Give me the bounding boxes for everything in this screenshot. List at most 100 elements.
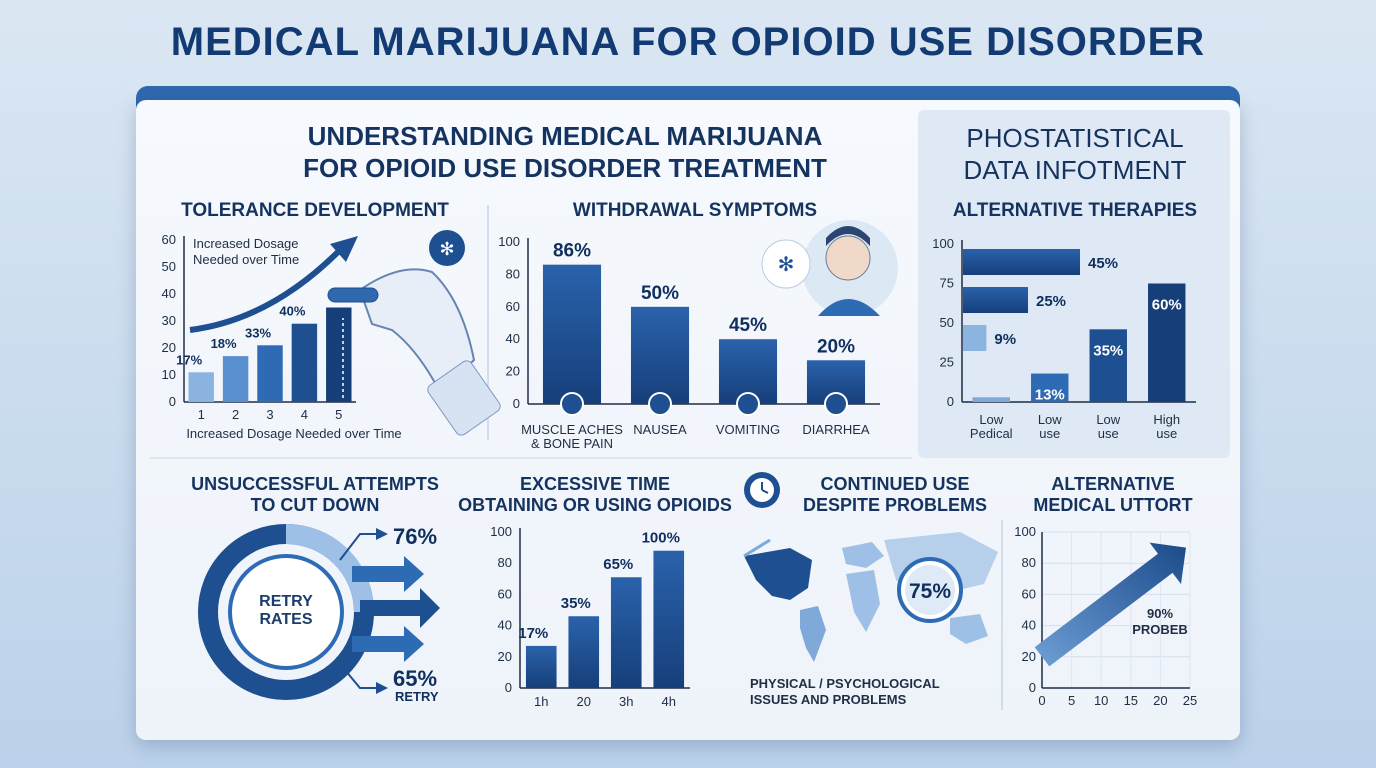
y-tick-label: 100 [932,236,954,251]
category-label: Low [1038,412,1062,427]
continued-title-line1: CONTINUED USE [820,474,970,494]
category-label: High [1153,412,1180,427]
cannabis-leaf-icon [429,230,465,266]
retry-center-line1: RETRY [259,593,313,610]
data-label: 86% [553,241,591,262]
category-label: Low [1096,412,1120,427]
y-tick-label: 30 [162,313,176,328]
y-tick-label: 50 [940,315,954,330]
bar [653,550,685,688]
trend-arrow-line [1034,542,1186,667]
category-label: Pedical [970,426,1013,441]
data-label: 17% [518,625,548,642]
x-tick-label: 5 [1068,693,1075,708]
excessive-time-chart: 0 20 40 60 80 100 17% 1h 35% 20 65% 3h 100% 4h [490,524,690,709]
category-label: 5 [335,407,342,422]
data-label: 60% [1152,297,1182,314]
y-tick-label: 40 [162,286,176,301]
arrow-icon [352,556,424,592]
retry-value-2: 65% [393,666,437,691]
y-tick-label: 40 [498,618,512,633]
continued-caption-line1: PHYSICAL / PSYCHOLOGICAL [750,676,940,691]
arrow-head-icon [330,236,358,262]
alt-medical-annotation-line1: 90% [1147,606,1173,621]
x-tick-label: 10 [1094,693,1108,708]
x-tick-label: 15 [1124,693,1138,708]
tolerance-annotation-line1: Increased Dosage [193,236,299,251]
hand-pill-icon [327,268,501,436]
y-tick-label: 60 [162,232,176,247]
y-tick-label: 100 [490,524,512,539]
tolerance-annotation-line2: Needed over Time [193,252,299,267]
y-tick-label: 0 [513,396,520,411]
y-tick-label: 60 [506,299,520,314]
y-tick-label: 0 [1029,680,1036,695]
bar [542,264,602,404]
category-label: Low [979,412,1003,427]
alt-medical-title: ALTERNATIVE MEDICAL UTTORT [1008,474,1218,516]
continued-title-line2: DESPITE PROBLEMS [802,495,988,515]
bar [188,372,214,402]
category-label: & BONE PAIN [531,436,613,451]
category-label: use [1098,426,1119,441]
y-tick-label: 20 [506,364,520,379]
continued-use-title: CONTINUED USE DESPITE PROBLEMS [790,474,1000,516]
x-tick-label: 0 [1038,693,1045,708]
category-label: 3h [619,694,633,709]
y-tick-label: 75 [940,276,954,291]
y-tick-label: 80 [498,555,512,570]
attempts-title: UNSUCCESSFUL ATTEMPTS TO CUT DOWN [170,474,460,516]
attempts-title-line2: TO CUT DOWN [250,495,380,515]
bar [291,323,318,402]
retry-arrows [339,528,440,694]
vomit-icon [736,392,760,416]
tolerance-title: TOLERANCE DEVELOPMENT [181,200,449,221]
data-label: 100% [642,530,680,547]
y-tick-label: 80 [1022,555,1036,570]
bar [222,356,249,402]
y-tick-label: 0 [169,394,176,409]
retry-value-1: 76% [393,524,437,549]
bar [1089,329,1127,402]
data-label: 50% [641,283,679,304]
y-tick-label: 20 [1022,649,1036,664]
alt-therapies-title: ALTERNATIVE THERAPIES [952,200,1198,221]
data-label: 35% [561,595,591,612]
bar [972,397,1010,402]
bar [326,307,352,402]
category-label: 3 [266,407,273,422]
y-tick-label: 100 [498,234,520,249]
data-label: 33% [245,325,271,340]
category-label: use [1039,426,1060,441]
bar [1031,373,1069,402]
bar [568,616,600,688]
svg-text:✻: ✻ [778,254,795,276]
y-tick-label: 80 [506,266,520,281]
alt-therapies-chart: 0255075100LowPedical13%Lowuse35%Lowuse60… [932,236,1196,441]
arrow-icon [352,626,424,662]
tolerance-xlabel: Increased Dosage Needed over Time [186,426,401,441]
category-label: use [1156,426,1177,441]
y-tick-label: 20 [162,340,176,355]
speech-leaf-icon: ✻ [761,239,811,289]
retry-center-line2: RATES [259,611,312,628]
data-label: 45% [729,315,767,336]
understanding-line2: FOR OPIOID USE DISORDER TREATMENT [303,153,827,183]
horizontal-data-label: 25% [1036,293,1066,310]
data-label: 18% [211,336,237,351]
y-tick-label: 0 [947,394,954,409]
leaf-glyph-icon: ✻ [439,239,454,259]
bar [1148,283,1186,402]
y-tick-label: 40 [506,331,520,346]
y-tick-label: 100 [1014,524,1036,539]
alt-medical-title-line2: MEDICAL UTTORT [1033,495,1193,515]
horizontal-data-label: 45% [1088,255,1118,272]
bone-icon [560,392,584,416]
y-tick-label: 40 [1022,618,1036,633]
withdrawal-chart: 0 20 40 60 80 100 86% MUSCLE ACHES& BONE PAIN 50… [498,234,880,451]
category-label: 4h [662,694,676,709]
y-tick-label: 25 [940,355,954,370]
horizontal-bar [963,287,1028,313]
category-label: 1h [534,694,548,709]
x-tick-label: 25 [1183,693,1197,708]
